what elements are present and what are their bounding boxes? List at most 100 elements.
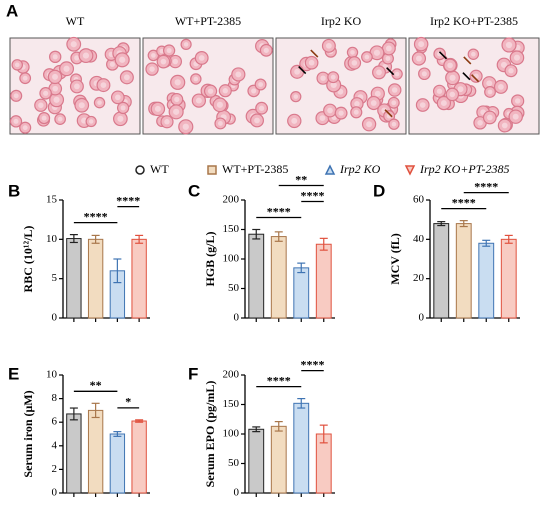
cell-center [74,55,80,61]
cell-center [174,79,181,86]
cell-center [222,88,228,94]
significance-label: ** [295,172,307,186]
significance-label: **** [116,193,140,207]
cell-center [370,100,377,106]
cell-center [385,45,392,52]
y-tick-label: 10 [46,233,58,245]
cell-center [82,52,90,59]
smear-image [142,37,274,135]
panel-label: D [373,181,385,200]
cell-center [498,84,504,90]
y-tick-label: 15 [46,194,58,206]
cell-center [291,117,298,124]
y-axis-label: MCV (fL) [388,233,402,284]
cell-center [149,66,155,72]
cell-center [353,109,359,115]
bar [131,420,147,494]
bar [455,223,472,319]
y-tick-label: 6 [52,416,58,428]
cell-center [97,100,102,105]
cell-center [376,69,382,76]
cell-center [13,93,19,99]
smear-image [275,37,407,135]
cell-center [159,48,165,54]
arrow [471,74,480,83]
legend-marker [135,165,145,175]
cell-center [505,41,513,49]
cell-center [251,88,257,94]
y-tick-label: 5 [52,272,58,284]
cell-center [351,60,358,66]
y-tick-label: 0 [52,487,58,499]
cell-center [88,119,94,124]
cell-center [418,41,425,48]
cell-center [421,71,427,77]
y-axis-label: HGB (g/L) [203,231,217,286]
cell-center [207,88,214,94]
cell-center [512,113,519,120]
significance-label: **** [301,188,325,202]
y-tick-label: 100 [223,428,240,440]
bar [478,242,495,319]
smear-image [9,36,141,135]
image-title: WT [66,14,85,28]
arrow [386,67,395,76]
legend-label: Irp2 KO+PT-2385 [419,162,510,176]
cell-center [500,61,507,68]
cell-center [308,59,315,66]
cell-center [293,94,299,99]
cell-center [385,56,391,61]
cell-center [217,121,223,126]
cell-center [120,105,126,111]
cell-center [13,118,19,124]
y-tick-label: 40 [413,233,425,245]
y-tick-label: 0 [419,312,425,324]
y-tick-label: 60 [413,194,425,206]
cell-center [193,76,199,82]
cell-center [78,102,85,109]
legend-label: WT+PT-2385 [222,162,288,176]
y-tick-label: 100 [223,253,240,265]
cell-center [173,108,180,115]
cell-center [70,41,77,48]
y-tick-label: 0 [52,312,58,324]
cell-center [263,47,269,53]
significance-label: **** [267,204,291,218]
cell-center [198,55,205,61]
cell-center [294,68,301,75]
bar [66,413,82,494]
arrow [310,49,319,58]
y-tick-label: 50 [228,457,240,469]
cell-center [216,101,223,108]
bar [293,267,310,319]
panel-label: E [8,364,19,383]
cell-center [320,75,326,81]
cell-center [447,62,453,69]
bar [87,409,104,494]
cell-center [391,87,398,93]
y-tick-label: 200 [223,194,240,206]
cell-center [119,56,126,63]
panel-label: A [6,1,18,20]
cell-center [154,105,161,112]
cell-center [52,85,59,92]
bar [500,238,517,319]
bar [109,433,126,494]
cell-center [151,53,156,58]
bar [270,425,287,494]
cell-center [117,115,124,122]
bar [433,223,450,319]
bar [270,236,287,319]
cell-center [254,117,260,124]
cell-center [235,71,242,78]
legend-label: Irp2 KO [339,162,381,176]
bar [66,238,82,319]
cell-center [57,116,63,122]
cell-center [391,100,397,106]
cell-center [258,82,264,87]
cell-center [354,101,360,107]
bar [248,233,265,319]
cell-center [326,42,332,49]
arrow [298,66,307,75]
cell-center [486,114,493,121]
